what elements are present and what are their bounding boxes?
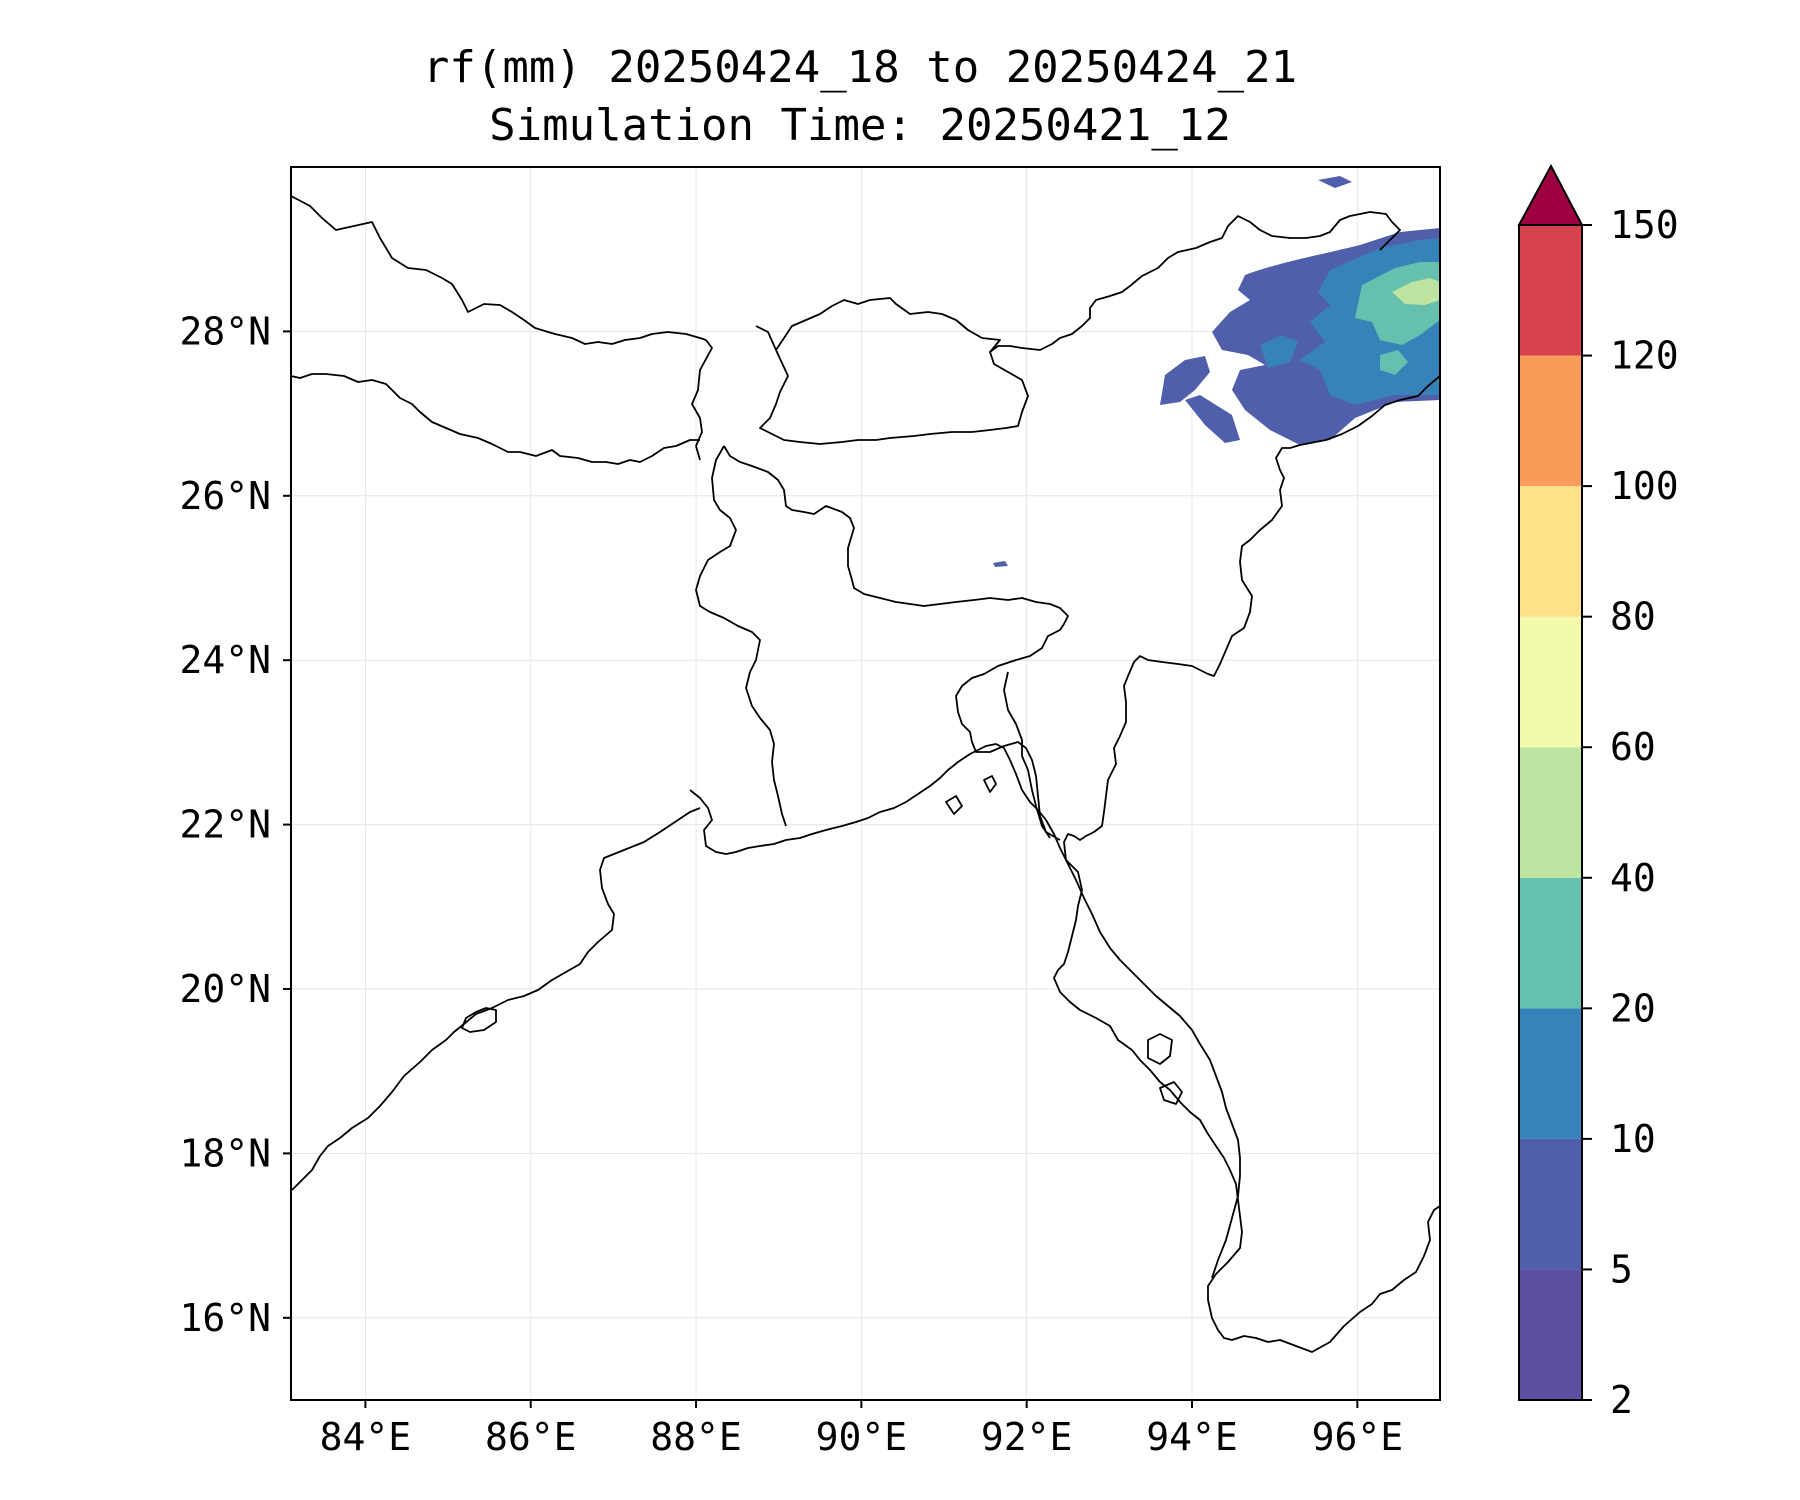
latitude-tick-labels: 16°N 18°N 20°N 22°N 24°N 26°N 28°N [179, 309, 291, 1340]
island-ramree [1147, 1033, 1173, 1065]
bangladesh-west-border [695, 445, 787, 827]
colorbar-tick-label: 150 [1610, 203, 1679, 247]
lat-tick-label: 18°N [179, 1131, 271, 1175]
colorbar-tick-label: 60 [1610, 725, 1656, 769]
lat-tick-label: 20°N [179, 967, 271, 1011]
assam-eastern-border [1053, 375, 1441, 1353]
lon-tick-label: 88°E [650, 1415, 742, 1459]
colorbar-band [1519, 747, 1582, 878]
map-title-line2: Simulation Time: 20250421_12 [489, 100, 1231, 151]
india-east-coast [291, 807, 701, 1191]
chilika-lake [461, 1007, 497, 1033]
colorbar-band [1519, 1138, 1582, 1270]
coastlines-and-borders [290, 195, 1441, 1353]
colorbar: 2 5 10 20 40 60 80 100 120 150 [1517, 163, 1679, 1422]
tripura-border [1003, 671, 1051, 839]
arunachal-border [989, 211, 1401, 353]
longitude-tick-labels: 84°E 86°E 88°E 90°E 92°E 94°E 96°E [320, 1400, 1403, 1459]
colorbar-bands [1519, 225, 1582, 1400]
bhutan-border [755, 297, 1029, 445]
rain-region-5mm-west [1160, 356, 1210, 405]
lon-tick-label: 90°E [816, 1415, 908, 1459]
lon-tick-label: 84°E [320, 1415, 412, 1459]
colorbar-band [1519, 486, 1582, 617]
lon-tick-label: 96°E [1312, 1415, 1404, 1459]
nepal-border-south [290, 373, 700, 465]
colorbar-extend-arrow [1517, 163, 1584, 226]
rain-region-5mm-streak [1185, 395, 1240, 443]
lat-tick-label: 24°N [179, 638, 271, 682]
rain-region-10mm-west [1260, 335, 1298, 368]
rainfall-field [993, 176, 1440, 567]
colorbar-labels: 2 5 10 20 40 60 80 100 120 150 [1582, 203, 1679, 1422]
map-area: 84°E 86°E 88°E 90°E 92°E 94°E 96°E 16°N 18°N 20°… [179, 166, 1441, 1459]
rain-region-small-top [1318, 176, 1352, 188]
colorbar-band [1519, 1269, 1582, 1400]
rain-region-small-center [993, 561, 1008, 567]
bangladesh-border [723, 445, 1069, 841]
island-cheduba [1159, 1081, 1183, 1105]
colorbar-tick-label: 40 [1610, 856, 1656, 900]
colorbar-tick-label: 80 [1610, 595, 1656, 639]
lon-tick-label: 94°E [1146, 1415, 1238, 1459]
map-title-line1: rf(mm) 20250424_18 to 20250424_21 [423, 42, 1297, 93]
lat-tick-label: 28°N [179, 309, 271, 353]
lat-tick-label: 26°N [179, 474, 271, 518]
colorbar-tick-label: 100 [1610, 464, 1679, 508]
himalaya-border-north [290, 195, 707, 345]
colorbar-tick-label: 5 [1610, 1247, 1633, 1291]
colorbar-band [1519, 225, 1582, 356]
colorbar-band [1519, 355, 1582, 487]
island-sundarbans [945, 795, 963, 815]
island-near-chittagong [983, 775, 997, 793]
bay-of-bengal-coast [689, 743, 1241, 1279]
colorbar-tick-label: 2 [1610, 1378, 1633, 1422]
colorbar-band [1519, 616, 1582, 748]
lat-tick-label: 16°N [179, 1296, 271, 1340]
colorbar-frame [1518, 224, 1583, 1401]
colorbar-tick-label: 120 [1610, 334, 1679, 378]
rain-region-20mm-south [1380, 350, 1408, 375]
lat-tick-label: 22°N [179, 803, 271, 847]
colorbar-tick-label: 10 [1610, 1117, 1656, 1161]
lon-tick-label: 92°E [981, 1415, 1073, 1459]
colorbar-band [1519, 877, 1582, 1009]
colorbar-tick-label: 20 [1610, 986, 1656, 1030]
sikkim-border [691, 339, 713, 461]
map-frame [290, 166, 1441, 1401]
rain-region-40mm [1392, 278, 1440, 305]
lon-tick-label: 86°E [485, 1415, 577, 1459]
colorbar-band [1519, 1008, 1582, 1139]
